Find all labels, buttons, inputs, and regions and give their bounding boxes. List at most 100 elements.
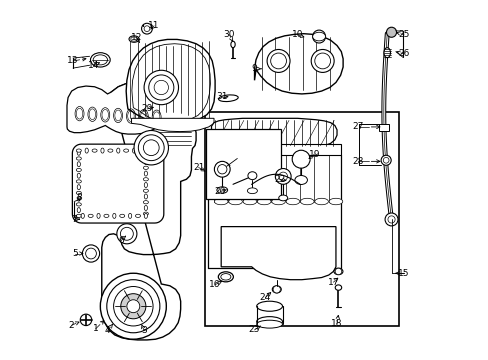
Circle shape xyxy=(217,165,226,174)
Ellipse shape xyxy=(243,198,256,205)
Ellipse shape xyxy=(312,32,325,41)
Ellipse shape xyxy=(230,41,235,48)
Ellipse shape xyxy=(112,213,116,219)
Ellipse shape xyxy=(285,198,299,205)
Text: 3: 3 xyxy=(141,326,147,335)
Ellipse shape xyxy=(300,198,313,205)
Text: 10: 10 xyxy=(291,30,303,39)
Circle shape xyxy=(126,300,140,313)
Text: 8: 8 xyxy=(76,193,81,202)
Ellipse shape xyxy=(144,148,147,153)
Ellipse shape xyxy=(256,320,282,328)
Ellipse shape xyxy=(228,198,242,205)
Ellipse shape xyxy=(335,285,341,290)
Ellipse shape xyxy=(76,214,81,217)
Text: 15: 15 xyxy=(398,269,409,278)
Circle shape xyxy=(310,49,333,72)
Text: 21: 21 xyxy=(192,163,204,172)
Text: 23: 23 xyxy=(248,325,260,334)
Circle shape xyxy=(120,227,133,240)
Text: 25: 25 xyxy=(398,30,409,39)
Ellipse shape xyxy=(120,214,124,217)
Circle shape xyxy=(143,140,159,156)
Ellipse shape xyxy=(93,55,107,65)
Ellipse shape xyxy=(143,201,148,204)
Ellipse shape xyxy=(77,196,80,201)
Polygon shape xyxy=(72,144,163,223)
Ellipse shape xyxy=(143,212,148,215)
Circle shape xyxy=(80,314,92,325)
Ellipse shape xyxy=(92,149,97,152)
Ellipse shape xyxy=(77,162,80,167)
Ellipse shape xyxy=(294,176,307,184)
Ellipse shape xyxy=(214,198,227,205)
Circle shape xyxy=(106,280,160,333)
Ellipse shape xyxy=(81,213,84,219)
Ellipse shape xyxy=(257,198,270,205)
Ellipse shape xyxy=(247,172,256,180)
Text: 14: 14 xyxy=(87,61,99,70)
Text: 26: 26 xyxy=(398,49,409,58)
Ellipse shape xyxy=(143,189,148,192)
Ellipse shape xyxy=(85,148,88,153)
Text: 20: 20 xyxy=(214,187,225,196)
Text: 18: 18 xyxy=(330,319,342,328)
Text: 28: 28 xyxy=(352,157,364,166)
Bar xyxy=(378,124,388,131)
Text: 27: 27 xyxy=(352,122,364,131)
Text: 12: 12 xyxy=(130,33,142,42)
Circle shape xyxy=(148,75,174,100)
Circle shape xyxy=(278,172,287,181)
Text: 30: 30 xyxy=(223,30,235,39)
Polygon shape xyxy=(221,226,335,280)
Circle shape xyxy=(82,245,100,262)
Ellipse shape xyxy=(108,149,113,152)
Ellipse shape xyxy=(144,194,147,199)
Circle shape xyxy=(273,286,280,293)
Ellipse shape xyxy=(135,214,140,217)
Text: 9: 9 xyxy=(251,64,257,73)
Ellipse shape xyxy=(132,148,135,153)
Text: 6: 6 xyxy=(118,237,123,246)
Text: 22: 22 xyxy=(273,175,285,184)
Ellipse shape xyxy=(76,149,81,152)
Bar xyxy=(205,129,281,199)
Ellipse shape xyxy=(143,166,148,170)
Ellipse shape xyxy=(144,159,147,165)
Ellipse shape xyxy=(256,317,282,327)
Ellipse shape xyxy=(217,187,227,193)
Circle shape xyxy=(314,53,330,69)
Text: 16: 16 xyxy=(209,280,221,289)
Circle shape xyxy=(384,213,397,226)
Ellipse shape xyxy=(328,198,342,205)
Circle shape xyxy=(113,287,153,326)
Circle shape xyxy=(85,248,96,259)
Text: 19: 19 xyxy=(308,150,320,159)
Ellipse shape xyxy=(144,206,147,211)
Polygon shape xyxy=(254,34,343,94)
Text: 2: 2 xyxy=(69,321,74,330)
Ellipse shape xyxy=(383,48,389,58)
Ellipse shape xyxy=(76,191,81,194)
Circle shape xyxy=(134,131,168,165)
Ellipse shape xyxy=(77,185,80,190)
Ellipse shape xyxy=(218,95,238,102)
Ellipse shape xyxy=(272,286,281,293)
Ellipse shape xyxy=(77,150,80,155)
Ellipse shape xyxy=(90,53,110,67)
Circle shape xyxy=(335,268,341,275)
Ellipse shape xyxy=(144,213,147,219)
Circle shape xyxy=(275,168,290,184)
Ellipse shape xyxy=(144,171,147,176)
Ellipse shape xyxy=(333,268,342,275)
Circle shape xyxy=(144,26,149,32)
Bar xyxy=(256,306,282,321)
Bar xyxy=(204,112,399,326)
Ellipse shape xyxy=(76,168,81,172)
Ellipse shape xyxy=(143,155,148,158)
Text: 24: 24 xyxy=(259,293,270,302)
Ellipse shape xyxy=(97,213,100,219)
Circle shape xyxy=(154,80,168,95)
Polygon shape xyxy=(131,118,214,132)
Circle shape xyxy=(312,30,325,43)
